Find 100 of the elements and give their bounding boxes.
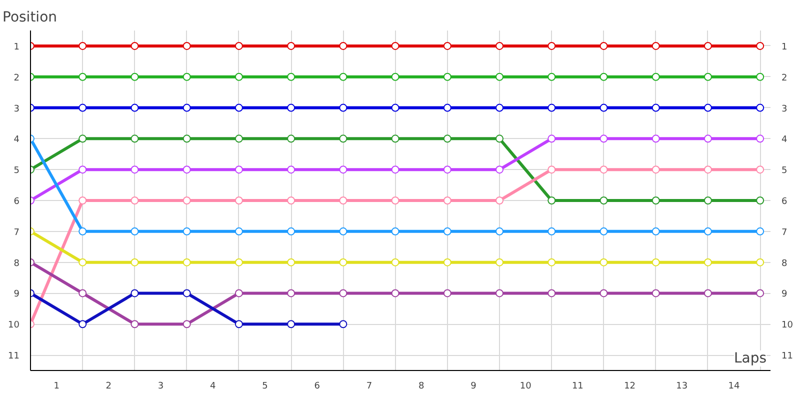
y2-tick-label: 5: [782, 166, 788, 176]
point: [704, 166, 712, 174]
point: [652, 134, 660, 143]
x-tick-label: 8: [418, 382, 424, 392]
point: [287, 258, 296, 266]
point: [756, 104, 764, 112]
y-tick-label: 4: [14, 135, 20, 146]
point: [130, 166, 139, 174]
x-tick-label: 13: [676, 382, 688, 392]
y-tick-label: 1: [14, 42, 20, 52]
point: [704, 42, 712, 50]
point: [443, 134, 452, 143]
x-tick-label: 2: [106, 382, 112, 392]
point: [130, 320, 139, 328]
point: [443, 166, 452, 174]
point: [756, 72, 764, 81]
y-tick-label: 7: [14, 228, 20, 238]
point: [234, 104, 243, 112]
point: [130, 258, 139, 266]
point: [496, 166, 504, 174]
point: [339, 258, 348, 266]
point: [234, 134, 243, 143]
point: [600, 134, 608, 143]
y2-tick-label: 3: [782, 104, 788, 114]
point: [287, 42, 296, 50]
point: [130, 42, 139, 50]
point: [391, 134, 400, 143]
point: [704, 134, 712, 143]
point: [130, 134, 139, 143]
point: [339, 134, 348, 143]
point: [756, 42, 764, 50]
x-tick-label: 9: [470, 382, 477, 392]
point: [756, 227, 764, 236]
point: [496, 227, 504, 236]
point: [548, 227, 556, 236]
point: [652, 166, 660, 174]
point: [339, 320, 348, 328]
point: [182, 227, 191, 236]
point: [130, 104, 139, 112]
y2-tick-label: 7: [782, 228, 788, 238]
point: [130, 72, 139, 81]
point: [182, 196, 191, 204]
point: [339, 104, 348, 112]
point: [391, 258, 400, 266]
point: [600, 166, 608, 174]
point: [287, 196, 296, 204]
point: [234, 72, 243, 81]
x-tick-label: 10: [520, 382, 532, 392]
point: [756, 258, 764, 266]
point: [78, 320, 87, 328]
point: [600, 104, 608, 112]
point: [600, 289, 608, 298]
point: [496, 42, 504, 50]
point: [182, 104, 191, 112]
point: [182, 166, 191, 174]
point: [600, 42, 608, 50]
x-tick-label: 1: [54, 382, 60, 392]
y2-tick-label: 1: [782, 42, 788, 52]
point: [182, 258, 191, 266]
point: [443, 289, 452, 298]
point: [234, 289, 243, 298]
point: [652, 72, 660, 81]
point: [443, 104, 452, 112]
point: [756, 196, 764, 204]
point: [78, 134, 87, 143]
point: [600, 72, 608, 81]
y2-tick-label: 2: [782, 73, 788, 84]
point: [182, 72, 191, 81]
point: [287, 104, 296, 112]
point: [600, 258, 608, 266]
point: [704, 196, 712, 204]
point: [182, 320, 191, 328]
point: [234, 42, 243, 50]
point: [548, 166, 556, 174]
x-tick-label: 12: [624, 382, 636, 392]
point: [182, 289, 191, 298]
point: [443, 196, 452, 204]
point: [496, 134, 504, 143]
point: [548, 134, 556, 143]
point: [391, 104, 400, 112]
point: [548, 196, 556, 204]
point: [339, 227, 348, 236]
y-tick-label: 2: [14, 73, 20, 84]
point: [652, 227, 660, 236]
point: [496, 104, 504, 112]
point: [756, 289, 764, 298]
point: [704, 104, 712, 112]
point: [78, 227, 87, 236]
x-axis-title: Laps: [734, 350, 767, 366]
point: [496, 196, 504, 204]
point: [443, 42, 452, 50]
point: [234, 258, 243, 266]
point: [652, 289, 660, 298]
x-tick-label: 5: [262, 382, 268, 392]
point: [339, 289, 348, 298]
x-tick-label: 14: [728, 382, 740, 392]
x-tick-label: 4: [210, 382, 216, 392]
point: [287, 134, 296, 143]
point: [78, 72, 87, 81]
x-tick-label: 7: [366, 382, 372, 392]
